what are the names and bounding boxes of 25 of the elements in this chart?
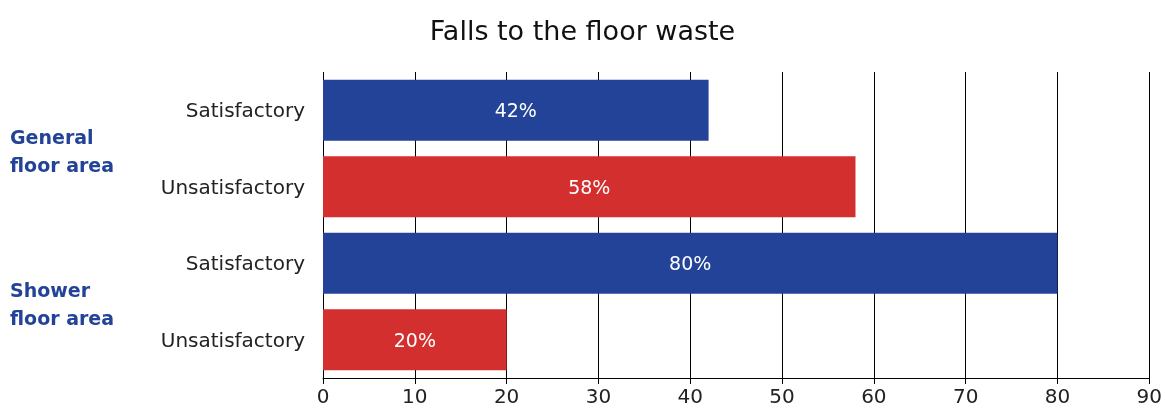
bar xyxy=(323,156,856,218)
text: General floor area xyxy=(10,125,115,176)
x-tick-label: 20 xyxy=(493,384,520,408)
data-label: 58% xyxy=(568,175,611,198)
x-tick-label: 40 xyxy=(677,384,703,408)
text: Shower floor area xyxy=(10,278,115,329)
data-label: 20% xyxy=(393,328,436,351)
x-tick-label: 60 xyxy=(861,384,887,408)
data-label: 80% xyxy=(669,252,712,275)
y-tick-label: Satisfactory xyxy=(185,251,306,276)
bar xyxy=(323,232,1058,294)
x-tick-label: 90 xyxy=(1136,384,1162,408)
x-tick-label: 80 xyxy=(1044,384,1071,408)
x-tick-label: 70 xyxy=(952,384,979,408)
y-tick-label: Unsatisfactory xyxy=(160,327,306,352)
y-tick-label: Unsatisfactory xyxy=(160,174,306,199)
data-label: 42% xyxy=(494,99,537,122)
chart-title: Falls to the floor waste xyxy=(429,15,736,46)
bar xyxy=(323,79,709,141)
y-tick-label: Satisfactory xyxy=(185,98,306,123)
x-tick-label: 50 xyxy=(769,384,795,408)
bar xyxy=(323,309,507,371)
x-tick-label: 0 xyxy=(316,384,330,408)
x-tick-label: 10 xyxy=(402,384,428,408)
x-tick-label: 30 xyxy=(585,384,612,408)
